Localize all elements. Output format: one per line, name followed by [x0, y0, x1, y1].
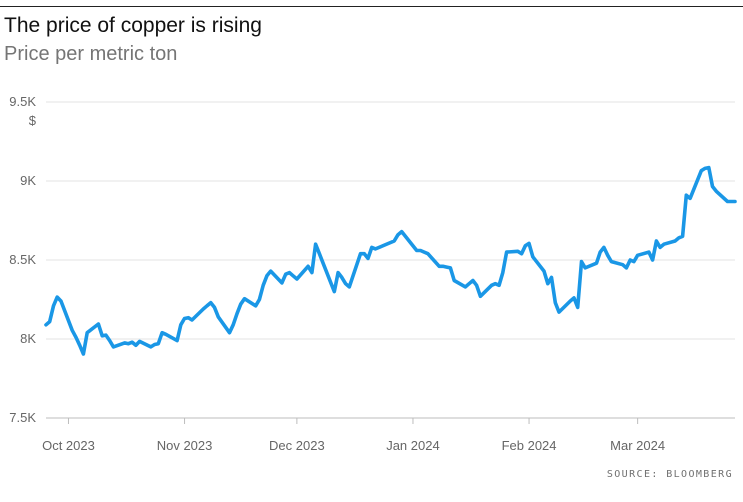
chart-title: The price of copper is rising — [4, 14, 262, 37]
chart-subtitle: Price per metric ton — [4, 43, 178, 65]
x-axis-ticks: Oct 2023 Nov 2023 Dec 2023 Jan 2024 Feb 2024… — [42, 418, 665, 453]
y-tick-label: 9K — [20, 173, 36, 188]
source-credit: SOURCE: BLOOMBERG — [606, 469, 733, 480]
y-axis-unit-label: $ — [29, 113, 37, 128]
y-tick-label: 9.5K — [9, 94, 36, 109]
y-axis-ticks: 9.5K 9K 8.5K 8K 7.5K — [9, 94, 36, 425]
x-tick-label: Mar 2024 — [610, 438, 665, 453]
x-tick-label: Nov 2023 — [157, 438, 213, 453]
y-tick-label: 7.5K — [9, 410, 36, 425]
x-tick-label: Feb 2024 — [502, 438, 557, 453]
x-tick-label: Oct 2023 — [42, 438, 95, 453]
y-tick-label: 8.5K — [9, 252, 36, 267]
copper-price-line — [44, 165, 737, 356]
x-tick-label: Jan 2024 — [386, 438, 440, 453]
top-rule — [0, 6, 743, 7]
y-tick-label: 8K — [20, 331, 36, 346]
gridlines — [46, 101, 735, 419]
series-layer — [44, 165, 737, 356]
x-tick-label: Dec 2023 — [269, 438, 325, 453]
